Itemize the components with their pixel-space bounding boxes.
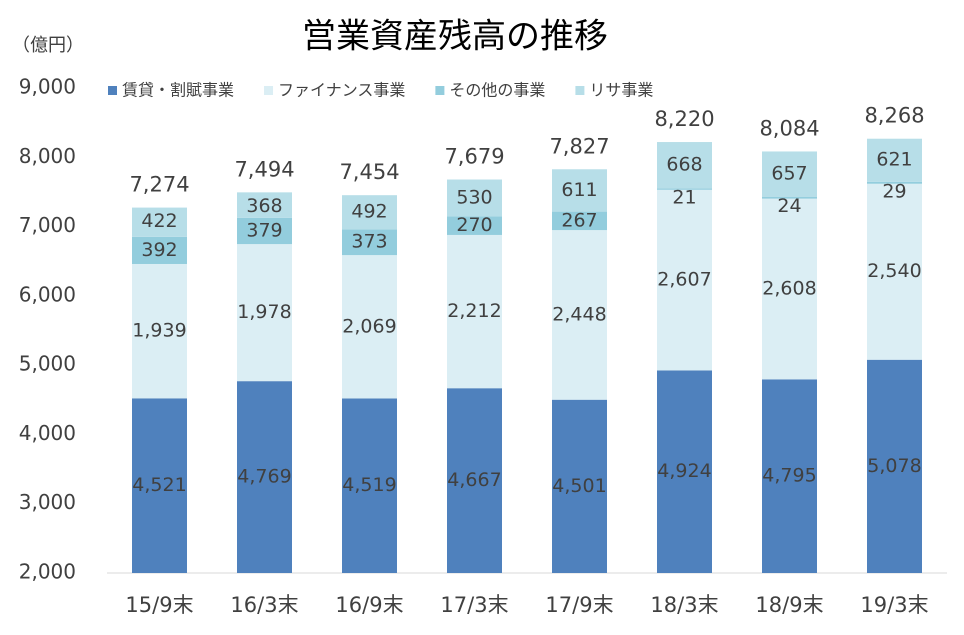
x-tick-label: 15/9末 (125, 593, 193, 617)
legend-label: その他の事業 (449, 81, 545, 100)
bar-segment (237, 381, 292, 573)
legend-label: リサ事業 (589, 81, 653, 100)
y-tick-label: 9,000 (19, 75, 76, 99)
legend-swatch (575, 86, 585, 95)
total-label: 7,454 (339, 160, 399, 184)
data-label: 270 (456, 214, 492, 236)
legend-label: ファイナンス事業 (278, 81, 405, 100)
y-tick-label: 6,000 (19, 282, 76, 306)
legend-swatch (108, 86, 117, 95)
data-label: 4,519 (342, 474, 396, 496)
y-tick-label: 8,000 (19, 144, 76, 168)
bar-segment (762, 196, 817, 199)
bar-segment (237, 244, 292, 382)
bar-segment (657, 142, 712, 189)
total-label: 7,274 (129, 173, 189, 197)
data-label: 379 (246, 219, 282, 241)
total-label: 8,268 (864, 104, 924, 128)
data-label: 2,212 (447, 300, 501, 322)
data-label: 492 (351, 201, 387, 223)
data-label: 4,667 (447, 469, 501, 491)
bar-segment (132, 398, 187, 573)
data-label: 4,521 (132, 474, 186, 496)
data-label: 21 (672, 186, 696, 208)
x-tick-label: 16/3末 (230, 593, 298, 617)
bar-segment (762, 198, 817, 380)
bar-segment (657, 370, 712, 573)
bar-segment (342, 195, 397, 230)
data-label: 1,939 (132, 320, 186, 342)
data-label: 668 (666, 154, 702, 176)
legend-swatch (435, 86, 445, 95)
bar-segment (867, 183, 922, 360)
bar-segment (657, 189, 712, 371)
bar-segment (342, 229, 397, 256)
legend-swatch (264, 86, 274, 95)
bar-segment (447, 388, 502, 573)
x-tick-label: 16/9末 (335, 593, 403, 617)
bar-segment (762, 379, 817, 573)
data-label: 24 (777, 195, 801, 217)
data-label: 368 (246, 195, 282, 217)
data-label: 4,795 (762, 465, 816, 487)
data-label: 4,501 (552, 475, 606, 497)
data-label: 267 (561, 209, 597, 231)
data-label: 2,069 (342, 315, 396, 337)
y-tick-label: 5,000 (19, 352, 76, 376)
x-tick-label: 18/3末 (650, 593, 718, 617)
x-tick-label: 17/3末 (440, 593, 508, 617)
data-label: 4,769 (237, 466, 291, 488)
data-label: 2,540 (867, 260, 921, 282)
bar-segment (447, 216, 502, 235)
total-label: 8,220 (654, 107, 714, 131)
data-label: 1,978 (237, 301, 291, 323)
y-tick-label: 7,000 (19, 213, 76, 237)
bar-segment (237, 217, 292, 245)
data-label: 392 (141, 239, 177, 261)
data-label: 4,924 (657, 460, 711, 482)
bar-segment (132, 236, 187, 264)
data-label: 373 (351, 231, 387, 253)
total-label: 8,084 (759, 116, 819, 140)
bar-segment (342, 398, 397, 573)
bar-segment (132, 263, 187, 399)
y-tick-label: 3,000 (19, 490, 76, 514)
data-label: 29 (882, 180, 906, 202)
bar-segment (132, 207, 187, 237)
bar-segment (657, 188, 712, 190)
chart-title: 営業資産残高の推移 (302, 17, 608, 57)
total-label: 7,679 (444, 145, 504, 169)
bar-segment (867, 181, 922, 184)
y-axis-label: （億円） (12, 35, 84, 56)
bar-segment (552, 169, 607, 212)
total-label: 7,494 (234, 157, 294, 181)
data-label: 621 (876, 149, 912, 171)
legend-label: 賃貸・割賦事業 (122, 81, 234, 100)
bar-segment (867, 359, 922, 573)
bar-segment (552, 399, 607, 573)
data-label: 5,078 (867, 455, 921, 477)
bar-segment (342, 255, 397, 399)
data-label: 530 (456, 186, 492, 208)
data-label: 422 (141, 210, 177, 232)
x-tick-label: 18/9末 (755, 593, 823, 617)
data-label: 2,608 (762, 277, 816, 299)
x-tick-label: 19/3末 (860, 593, 928, 617)
bar-segment (762, 151, 817, 197)
data-label: 2,448 (552, 303, 606, 325)
total-label: 7,827 (549, 134, 609, 158)
y-tick-label: 4,000 (19, 421, 76, 445)
data-label: 657 (771, 163, 807, 185)
data-label: 611 (561, 179, 597, 201)
y-tick-label: 2,000 (19, 560, 76, 584)
x-tick-label: 17/9末 (545, 593, 613, 617)
bar-segment (447, 179, 502, 217)
bar-segment (552, 230, 607, 400)
data-label: 2,607 (657, 269, 711, 291)
bar-segment (447, 234, 502, 389)
bar-segment (237, 192, 292, 218)
bar-segment (552, 211, 607, 231)
bar-segment (867, 138, 922, 182)
